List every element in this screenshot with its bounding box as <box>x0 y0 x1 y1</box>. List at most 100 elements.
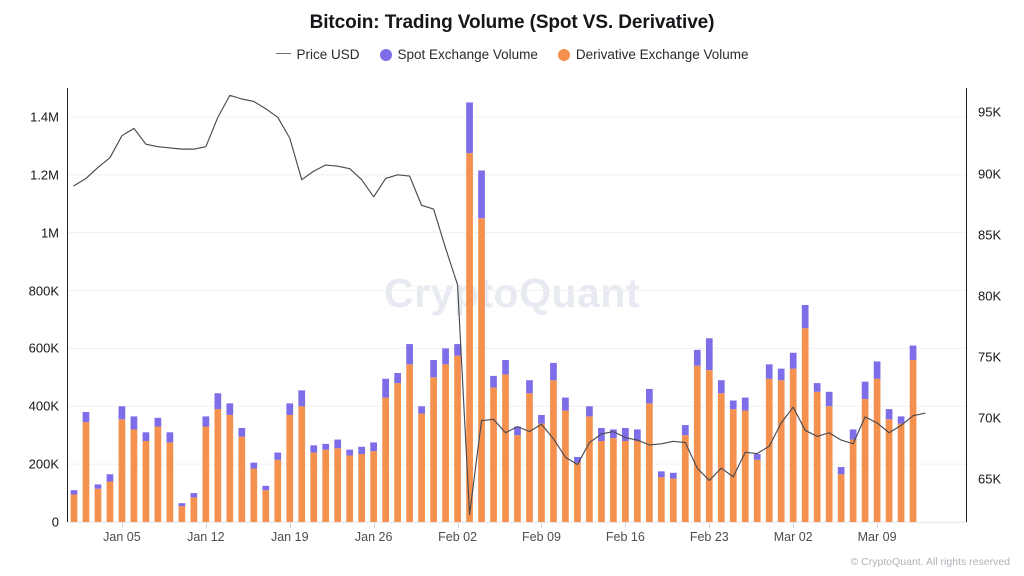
bar-derivative-volume[interactable] <box>813 391 821 522</box>
bar-spot-volume[interactable] <box>166 432 174 443</box>
bar-spot-volume[interactable] <box>765 364 773 379</box>
bar-spot-volume[interactable] <box>226 403 234 415</box>
bar-spot-volume[interactable] <box>190 493 198 498</box>
bar-spot-volume[interactable] <box>586 406 593 417</box>
bar-derivative-volume[interactable] <box>538 423 545 522</box>
bar-derivative-volume[interactable] <box>130 429 138 522</box>
bar-spot-volume[interactable] <box>298 390 306 407</box>
bar-derivative-volume[interactable] <box>418 413 425 523</box>
bar-spot-volume[interactable] <box>346 449 354 456</box>
bar-derivative-volume[interactable] <box>478 218 485 522</box>
bar-derivative-volume[interactable] <box>94 488 102 522</box>
bar-spot-volume[interactable] <box>262 485 270 491</box>
bar-spot-volume[interactable] <box>130 416 138 430</box>
bar-derivative-volume[interactable] <box>741 410 749 522</box>
bar-derivative-volume[interactable] <box>705 370 713 522</box>
bar-spot-volume[interactable] <box>214 393 222 410</box>
bar-spot-volume[interactable] <box>382 378 389 398</box>
bar-derivative-volume[interactable] <box>729 409 737 522</box>
bar-spot-volume[interactable] <box>741 397 749 411</box>
bar-spot-volume[interactable] <box>202 416 210 427</box>
bar-derivative-volume[interactable] <box>346 455 354 522</box>
bar-derivative-volume[interactable] <box>262 490 270 522</box>
bar-derivative-volume[interactable] <box>334 448 342 522</box>
bar-derivative-volume[interactable] <box>358 454 366 522</box>
bar-spot-volume[interactable] <box>310 445 318 453</box>
bar-spot-volume[interactable] <box>813 383 821 392</box>
bar-spot-volume[interactable] <box>178 503 186 507</box>
bar-derivative-volume[interactable] <box>550 380 557 522</box>
bar-spot-volume[interactable] <box>789 352 797 369</box>
bar-derivative-volume[interactable] <box>681 435 689 522</box>
bar-spot-volume[interactable] <box>454 344 461 356</box>
bar-derivative-volume[interactable] <box>166 442 174 522</box>
bar-spot-volume[interactable] <box>669 472 677 479</box>
bar-spot-volume[interactable] <box>777 368 785 381</box>
bar-spot-volume[interactable] <box>634 429 641 441</box>
bar-derivative-volume[interactable] <box>849 439 857 522</box>
bar-derivative-volume[interactable] <box>657 477 665 522</box>
bar-derivative-volume[interactable] <box>322 449 330 522</box>
bar-spot-volume[interactable] <box>897 416 905 424</box>
bar-derivative-volume[interactable] <box>574 462 581 522</box>
bar-derivative-volume[interactable] <box>454 355 461 522</box>
bar-spot-volume[interactable] <box>478 170 485 219</box>
bar-spot-volume[interactable] <box>70 490 78 495</box>
bar-derivative-volume[interactable] <box>82 422 90 522</box>
bar-spot-volume[interactable] <box>442 348 449 365</box>
legend-item-spot-exchange-volume[interactable]: Spot Exchange Volume <box>379 47 538 62</box>
bar-spot-volume[interactable] <box>801 305 809 329</box>
bar-derivative-volume[interactable] <box>586 416 593 522</box>
bar-derivative-volume[interactable] <box>430 377 437 522</box>
bar-spot-volume[interactable] <box>526 380 533 394</box>
bar-spot-volume[interactable] <box>358 446 366 454</box>
bar-spot-volume[interactable] <box>322 443 330 450</box>
bar-derivative-volume[interactable] <box>154 426 162 522</box>
bar-spot-volume[interactable] <box>849 429 857 440</box>
bar-derivative-volume[interactable] <box>274 459 282 522</box>
bar-derivative-volume[interactable] <box>622 440 629 522</box>
bar-derivative-volume[interactable] <box>214 409 222 522</box>
bar-derivative-volume[interactable] <box>286 414 294 522</box>
bar-spot-volume[interactable] <box>909 345 917 360</box>
bar-derivative-volume[interactable] <box>490 387 497 522</box>
bar-derivative-volume[interactable] <box>789 368 797 522</box>
bar-derivative-volume[interactable] <box>202 426 210 522</box>
bar-spot-volume[interactable] <box>142 432 150 441</box>
bar-derivative-volume[interactable] <box>717 393 725 522</box>
bar-spot-volume[interactable] <box>646 388 653 404</box>
bar-spot-volume[interactable] <box>657 471 665 478</box>
bar-derivative-volume[interactable] <box>298 406 306 522</box>
bar-spot-volume[interactable] <box>154 417 162 427</box>
legend-item-price-usd[interactable]: Price USD <box>275 47 360 62</box>
bar-spot-volume[interactable] <box>394 372 401 384</box>
bar-spot-volume[interactable] <box>406 344 413 365</box>
bar-spot-volume[interactable] <box>82 412 90 423</box>
bar-derivative-volume[interactable] <box>106 481 114 522</box>
bar-spot-volume[interactable] <box>861 381 869 400</box>
bar-spot-volume[interactable] <box>334 439 342 449</box>
bar-derivative-volume[interactable] <box>610 438 617 522</box>
bar-spot-volume[interactable] <box>729 400 737 410</box>
bar-derivative-volume[interactable] <box>70 494 78 522</box>
bar-derivative-volume[interactable] <box>693 365 701 522</box>
bar-spot-volume[interactable] <box>705 338 713 371</box>
bar-spot-volume[interactable] <box>430 359 437 378</box>
bar-derivative-volume[interactable] <box>885 419 893 522</box>
bar-spot-volume[interactable] <box>118 406 126 420</box>
bar-derivative-volume[interactable] <box>646 403 653 522</box>
bar-spot-volume[interactable] <box>466 102 473 154</box>
bar-spot-volume[interactable] <box>502 359 509 375</box>
bar-derivative-volume[interactable] <box>382 397 389 522</box>
bar-derivative-volume[interactable] <box>370 451 378 522</box>
bar-derivative-volume[interactable] <box>825 406 833 522</box>
bar-derivative-volume[interactable] <box>801 328 809 522</box>
legend-item-derivative-exchange-volume[interactable]: Derivative Exchange Volume <box>557 47 748 62</box>
bar-spot-volume[interactable] <box>274 452 282 460</box>
bar-derivative-volume[interactable] <box>502 374 509 522</box>
bar-spot-volume[interactable] <box>681 425 689 436</box>
bar-spot-volume[interactable] <box>250 462 258 469</box>
bar-derivative-volume[interactable] <box>442 364 449 522</box>
bar-spot-volume[interactable] <box>94 484 102 489</box>
bar-spot-volume[interactable] <box>286 403 294 415</box>
